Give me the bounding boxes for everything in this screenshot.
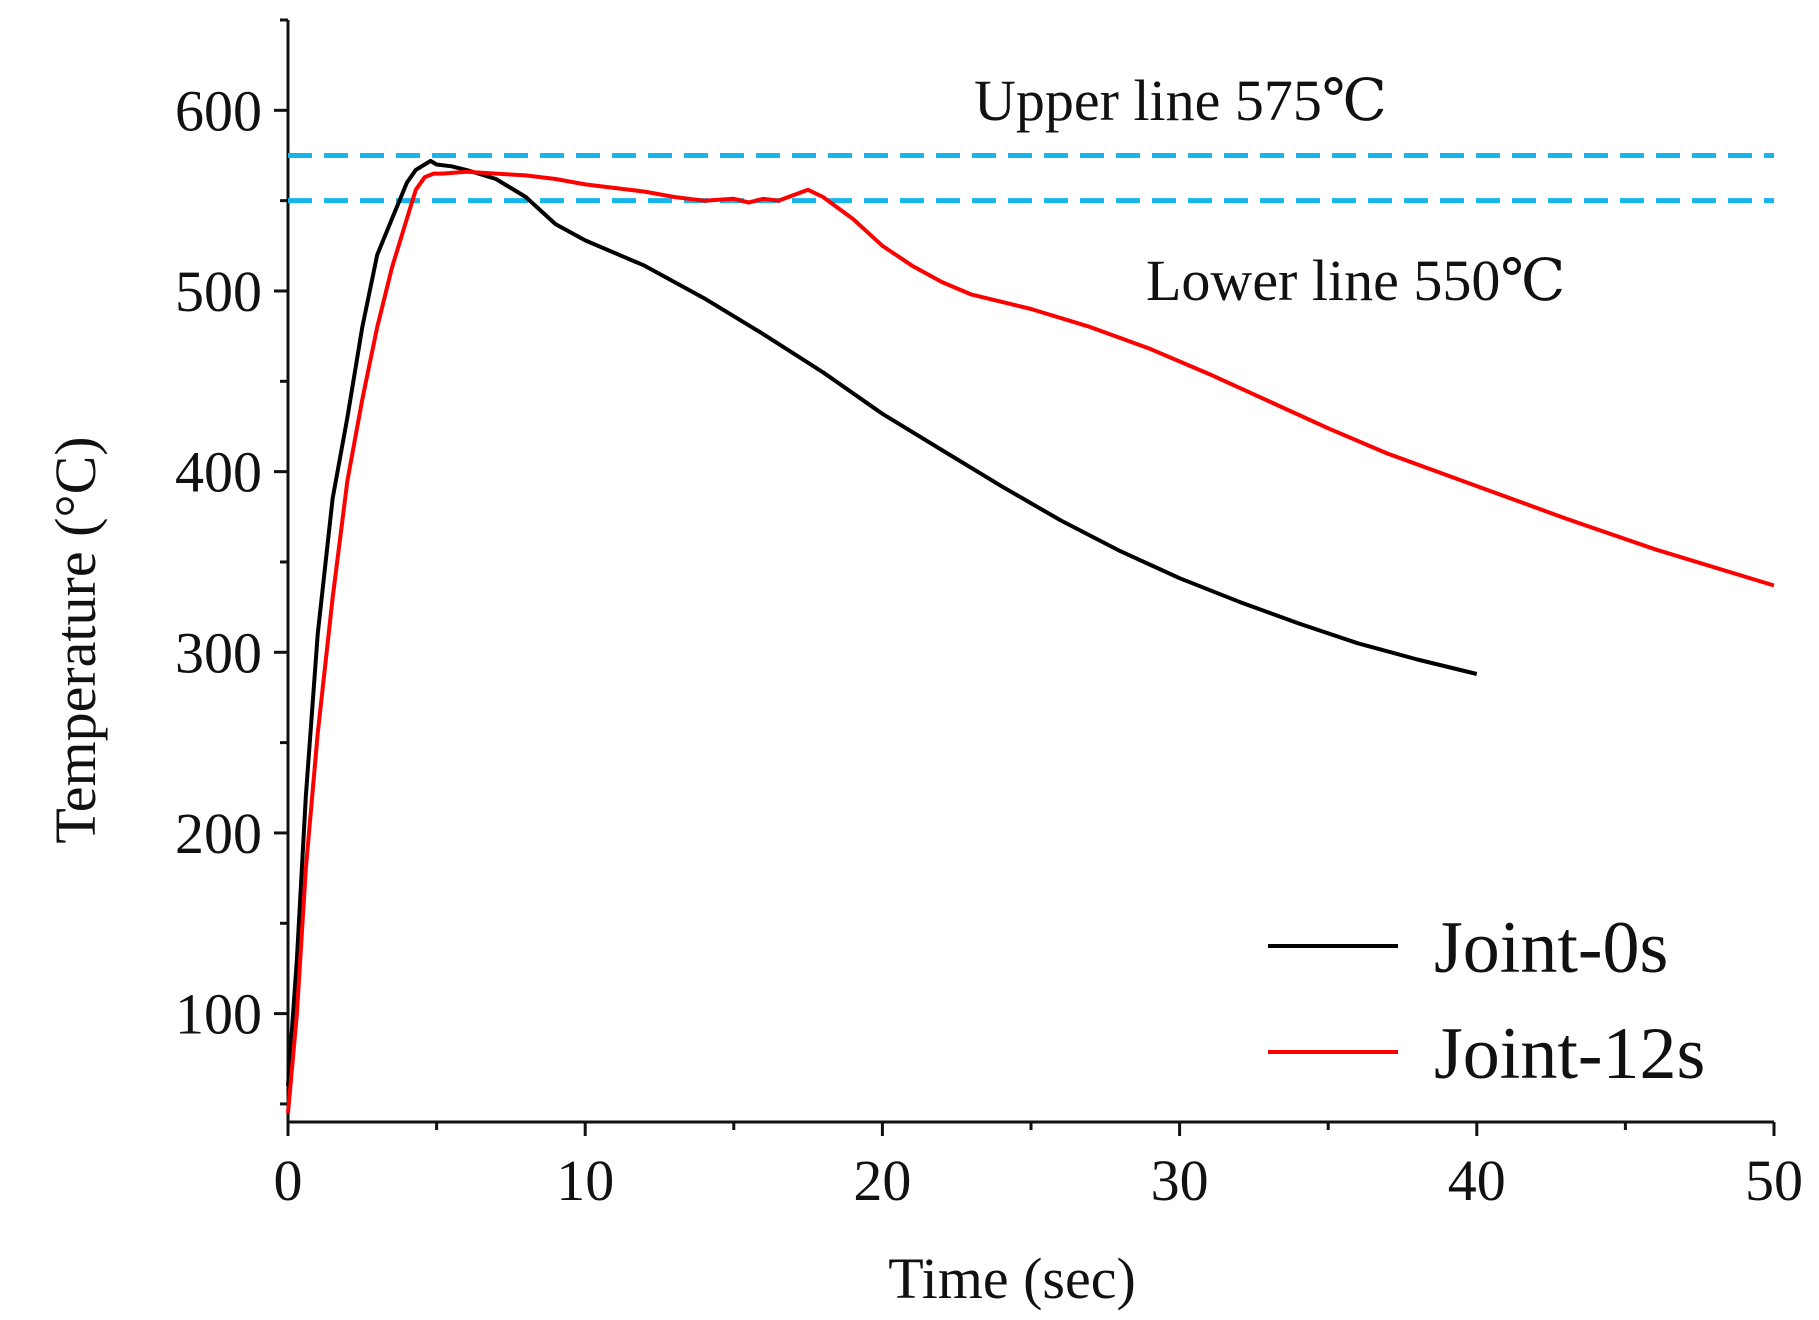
x-tick-label: 50 <box>1745 1148 1803 1213</box>
x-tick-label: 20 <box>853 1148 911 1213</box>
y-tick-label: 500 <box>175 259 262 324</box>
x-axis-title: Time (sec) <box>888 1246 1136 1311</box>
series-line-joint-0s <box>286 158 1478 1087</box>
lower-line-annotation: Lower line 550℃ <box>1146 248 1565 313</box>
y-tick-label: 400 <box>175 440 262 505</box>
y-tick-label: 200 <box>175 801 262 866</box>
reference-lines <box>288 152 1774 204</box>
legend-label-joint-12s: Joint-12s <box>1434 1013 1705 1095</box>
y-tick-label: 300 <box>175 620 262 685</box>
legend-label-joint-0s: Joint-0s <box>1434 907 1668 989</box>
upper-line-annotation: Upper line 575℃ <box>974 68 1387 133</box>
x-tick-label: 40 <box>1448 1148 1506 1213</box>
x-axis-ticks: 0 10 20 30 40 50 <box>274 1122 1803 1213</box>
y-tick-label: 600 <box>175 78 262 143</box>
legend: Joint-0s Joint-12s <box>1268 907 1705 1095</box>
y-axis-title: Temperature (°C) <box>43 436 108 843</box>
x-tick-label: 0 <box>274 1148 303 1213</box>
series-line-joint-12s <box>286 169 1775 1114</box>
x-tick-label: 30 <box>1151 1148 1209 1213</box>
y-tick-label: 100 <box>175 982 262 1047</box>
series-lines <box>286 158 1775 1114</box>
x-tick-label: 10 <box>556 1148 614 1213</box>
y-axis-ticks: 100 200 300 400 500 600 <box>175 18 288 1106</box>
